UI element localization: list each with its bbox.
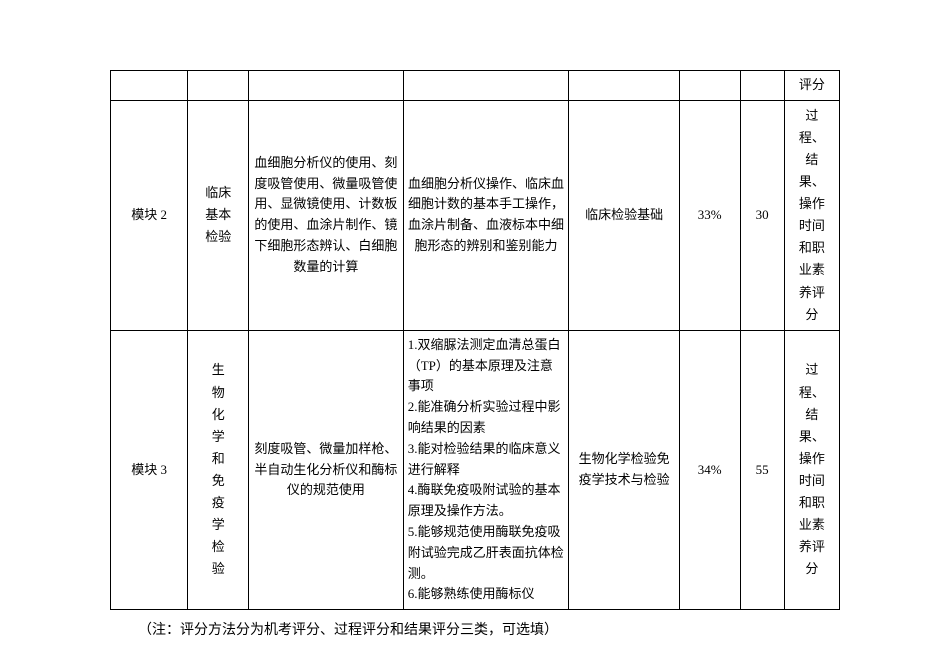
document-page: 评分 模块 2 临床基本检验 血细胞分析仪的使用、刻度吸管使用、微量吸管使用、显… — [0, 0, 950, 642]
cell — [569, 71, 679, 101]
cell-text: 过程、结果、操作时间和职业素养评分 — [799, 105, 825, 326]
cell — [188, 71, 249, 101]
abilities-cell: 1.双缩脲法测定血清总蛋白（TP）的基本原理及注意事项2.能准确分析实验过程中影… — [403, 330, 569, 609]
footnote: （注：评分方法分为机考评分、过程评分和结果评分三类，可选填） — [110, 620, 840, 642]
cell: 评分 — [784, 71, 839, 101]
course-cell: 生物化学检验免疫学技术与检验 — [569, 330, 679, 609]
curriculum-table: 评分 模块 2 临床基本检验 血细胞分析仪的使用、刻度吸管使用、微量吸管使用、显… — [110, 70, 840, 610]
cell-text: 过程、结果、操作时间和职业素养评分 — [799, 359, 825, 580]
minutes-cell: 55 — [740, 330, 784, 609]
cell — [679, 71, 740, 101]
module-name-cell: 临床基本检验 — [188, 100, 249, 330]
weight-cell: 34% — [679, 330, 740, 609]
abilities-cell: 血细胞分析仪操作、临床血细胞计数的基本手工操作，血涂片制备、血液标本中细胞形态的… — [403, 100, 569, 330]
table-row: 评分 — [111, 71, 840, 101]
module-id-cell: 模块 2 — [111, 100, 188, 330]
minutes-cell: 30 — [740, 100, 784, 330]
cell-text: 临床基本检验 — [205, 182, 231, 248]
skills-cell: 血细胞分析仪的使用、刻度吸管使用、微量吸管使用、显微镜使用、计数板的使用、血涂片… — [249, 100, 404, 330]
scoring-cell: 过程、结果、操作时间和职业素养评分 — [784, 330, 839, 609]
cell — [403, 71, 569, 101]
cell — [249, 71, 404, 101]
course-cell: 临床检验基础 — [569, 100, 679, 330]
table-row: 模块 3 生物化学和免疫学检验 刻度吸管、微量加样枪、半自动生化分析仪和酶标仪的… — [111, 330, 840, 609]
cell — [111, 71, 188, 101]
table-row: 模块 2 临床基本检验 血细胞分析仪的使用、刻度吸管使用、微量吸管使用、显微镜使… — [111, 100, 840, 330]
scoring-cell: 过程、结果、操作时间和职业素养评分 — [784, 100, 839, 330]
module-name-cell: 生物化学和免疫学检验 — [188, 330, 249, 609]
cell — [740, 71, 784, 101]
cell-text: 生物化学和免疫学检验 — [212, 359, 225, 580]
module-id-cell: 模块 3 — [111, 330, 188, 609]
weight-cell: 33% — [679, 100, 740, 330]
skills-cell: 刻度吸管、微量加样枪、半自动生化分析仪和酶标仪的规范使用 — [249, 330, 404, 609]
